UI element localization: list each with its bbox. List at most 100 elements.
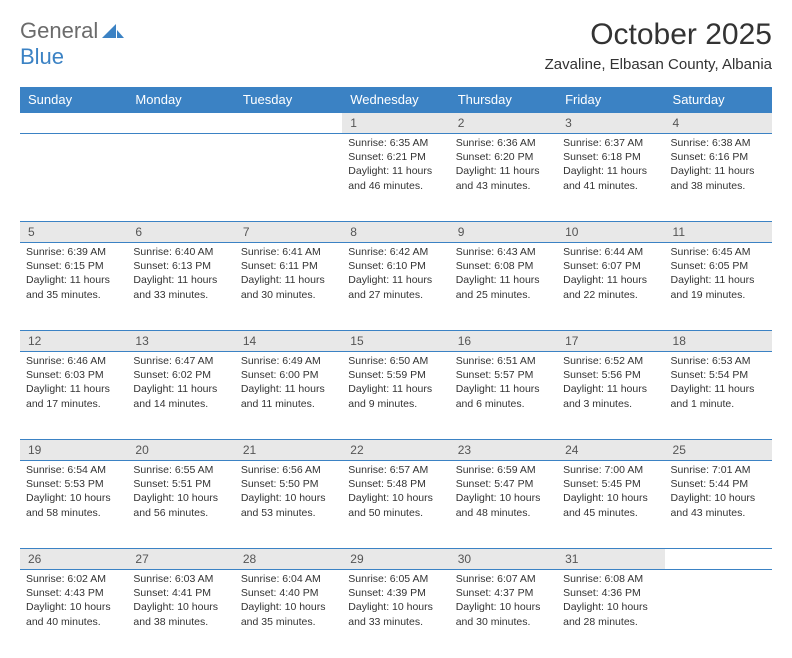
sunset-line: Sunset: 4:41 PM [133, 586, 228, 600]
sunrise-line: Sunrise: 6:44 AM [563, 245, 658, 259]
sunset-line: Sunset: 5:54 PM [671, 368, 766, 382]
sunrise-line: Sunrise: 6:59 AM [456, 463, 551, 477]
day-number: 8 [342, 222, 449, 242]
sunrise-line: Sunrise: 6:55 AM [133, 463, 228, 477]
weekday-header: Thursday [450, 87, 557, 113]
day-number-cell: 28 [235, 549, 342, 570]
sunrise-line: Sunrise: 6:47 AM [133, 354, 228, 368]
day-number: 22 [342, 440, 449, 460]
daylight-line: Daylight: 11 hours and 19 minutes. [671, 273, 766, 301]
day-content: Sunrise: 6:38 AMSunset: 6:16 PMDaylight:… [665, 134, 772, 199]
day-cell: Sunrise: 6:35 AMSunset: 6:21 PMDaylight:… [342, 134, 449, 222]
daylight-line: Daylight: 11 hours and 46 minutes. [348, 164, 443, 192]
day-content: Sunrise: 6:07 AMSunset: 4:37 PMDaylight:… [450, 570, 557, 635]
daylight-line: Daylight: 11 hours and 38 minutes. [671, 164, 766, 192]
day-content: Sunrise: 6:53 AMSunset: 5:54 PMDaylight:… [665, 352, 772, 417]
sunset-line: Sunset: 4:43 PM [26, 586, 121, 600]
sunset-line: Sunset: 6:15 PM [26, 259, 121, 273]
page-title: October 2025 [545, 18, 772, 52]
day-cell: Sunrise: 6:51 AMSunset: 5:57 PMDaylight:… [450, 352, 557, 440]
daylight-line: Daylight: 10 hours and 53 minutes. [241, 491, 336, 519]
sunset-line: Sunset: 5:57 PM [456, 368, 551, 382]
day-number-cell: 7 [235, 222, 342, 243]
day-number-cell: 8 [342, 222, 449, 243]
calendar-table: SundayMondayTuesdayWednesdayThursdayFrid… [20, 87, 772, 658]
daynum-row: 567891011 [20, 222, 772, 243]
daylight-line: Daylight: 11 hours and 27 minutes. [348, 273, 443, 301]
sunset-line: Sunset: 6:13 PM [133, 259, 228, 273]
day-number: 9 [450, 222, 557, 242]
day-number-cell: 31 [557, 549, 664, 570]
daylight-line: Daylight: 10 hours and 35 minutes. [241, 600, 336, 628]
sunrise-line: Sunrise: 6:45 AM [671, 245, 766, 259]
day-number-cell: 23 [450, 440, 557, 461]
sunrise-line: Sunrise: 6:50 AM [348, 354, 443, 368]
day-number: 10 [557, 222, 664, 242]
day-number-cell: 2 [450, 113, 557, 134]
sunset-line: Sunset: 5:44 PM [671, 477, 766, 491]
day-content: Sunrise: 6:50 AMSunset: 5:59 PMDaylight:… [342, 352, 449, 417]
day-number: 17 [557, 331, 664, 351]
content-row: Sunrise: 6:54 AMSunset: 5:53 PMDaylight:… [20, 461, 772, 549]
sunset-line: Sunset: 6:18 PM [563, 150, 658, 164]
daynum-row: 19202122232425 [20, 440, 772, 461]
sunrise-line: Sunrise: 6:51 AM [456, 354, 551, 368]
day-cell: Sunrise: 7:00 AMSunset: 5:45 PMDaylight:… [557, 461, 664, 549]
day-number: 15 [342, 331, 449, 351]
day-cell: Sunrise: 6:53 AMSunset: 5:54 PMDaylight:… [665, 352, 772, 440]
day-number: 21 [235, 440, 342, 460]
day-number-cell: 6 [127, 222, 234, 243]
day-cell [20, 134, 127, 222]
day-cell: Sunrise: 6:49 AMSunset: 6:00 PMDaylight:… [235, 352, 342, 440]
day-number: 1 [342, 113, 449, 133]
day-number-cell: 19 [20, 440, 127, 461]
day-number-cell: 27 [127, 549, 234, 570]
day-content: Sunrise: 7:00 AMSunset: 5:45 PMDaylight:… [557, 461, 664, 526]
sunset-line: Sunset: 6:11 PM [241, 259, 336, 273]
daylight-line: Daylight: 10 hours and 43 minutes. [671, 491, 766, 519]
day-cell: Sunrise: 6:55 AMSunset: 5:51 PMDaylight:… [127, 461, 234, 549]
sunrise-line: Sunrise: 6:03 AM [133, 572, 228, 586]
day-content: Sunrise: 6:41 AMSunset: 6:11 PMDaylight:… [235, 243, 342, 308]
day-number: 5 [20, 222, 127, 242]
day-cell [127, 134, 234, 222]
sunset-line: Sunset: 5:47 PM [456, 477, 551, 491]
header: General Blue October 2025 Zavaline, Elba… [20, 18, 772, 73]
daylight-line: Daylight: 10 hours and 40 minutes. [26, 600, 121, 628]
sunset-line: Sunset: 6:03 PM [26, 368, 121, 382]
day-cell: Sunrise: 6:05 AMSunset: 4:39 PMDaylight:… [342, 570, 449, 658]
weekday-header: Wednesday [342, 87, 449, 113]
day-cell: Sunrise: 6:37 AMSunset: 6:18 PMDaylight:… [557, 134, 664, 222]
day-content: Sunrise: 6:08 AMSunset: 4:36 PMDaylight:… [557, 570, 664, 635]
day-number-cell: 13 [127, 331, 234, 352]
sunrise-line: Sunrise: 6:53 AM [671, 354, 766, 368]
day-cell: Sunrise: 6:56 AMSunset: 5:50 PMDaylight:… [235, 461, 342, 549]
day-number-cell: 5 [20, 222, 127, 243]
weekday-header: Tuesday [235, 87, 342, 113]
day-number-cell: 16 [450, 331, 557, 352]
sunset-line: Sunset: 5:45 PM [563, 477, 658, 491]
daylight-line: Daylight: 11 hours and 3 minutes. [563, 382, 658, 410]
day-cell: Sunrise: 6:57 AMSunset: 5:48 PMDaylight:… [342, 461, 449, 549]
day-number [127, 113, 234, 119]
day-cell: Sunrise: 6:43 AMSunset: 6:08 PMDaylight:… [450, 243, 557, 331]
sunrise-line: Sunrise: 6:46 AM [26, 354, 121, 368]
day-cell: Sunrise: 6:42 AMSunset: 6:10 PMDaylight:… [342, 243, 449, 331]
day-number-cell: 3 [557, 113, 664, 134]
sunrise-line: Sunrise: 6:35 AM [348, 136, 443, 150]
sunrise-line: Sunrise: 6:43 AM [456, 245, 551, 259]
day-content: Sunrise: 6:43 AMSunset: 6:08 PMDaylight:… [450, 243, 557, 308]
sunset-line: Sunset: 5:56 PM [563, 368, 658, 382]
day-number: 7 [235, 222, 342, 242]
sunrise-line: Sunrise: 6:04 AM [241, 572, 336, 586]
daylight-line: Daylight: 11 hours and 17 minutes. [26, 382, 121, 410]
day-cell [235, 134, 342, 222]
day-content: Sunrise: 6:05 AMSunset: 4:39 PMDaylight:… [342, 570, 449, 635]
day-number-cell: 26 [20, 549, 127, 570]
sunrise-line: Sunrise: 6:08 AM [563, 572, 658, 586]
sunrise-line: Sunrise: 6:38 AM [671, 136, 766, 150]
daylight-line: Daylight: 10 hours and 58 minutes. [26, 491, 121, 519]
day-number: 3 [557, 113, 664, 133]
day-number: 23 [450, 440, 557, 460]
logo-text: General Blue [20, 18, 124, 70]
